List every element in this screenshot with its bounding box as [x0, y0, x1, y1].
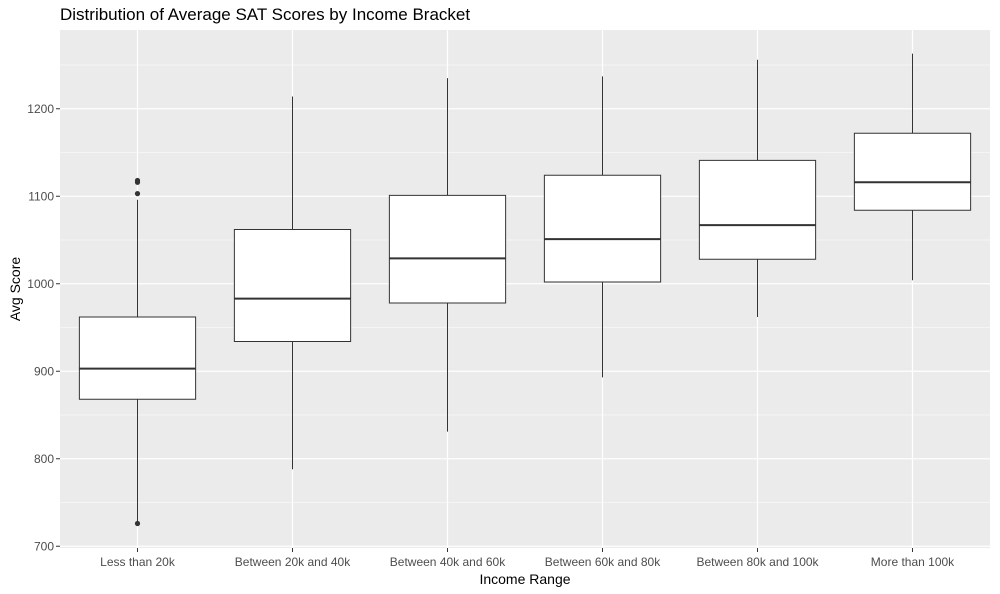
box-iqr [543, 174, 662, 283]
x-tick-label: Between 60k and 80k [545, 555, 661, 569]
y-tick-label: 700 [34, 539, 54, 553]
x-axis-title: Income Range [479, 571, 570, 587]
y-tick-label: 1200 [27, 102, 54, 116]
x-tick-label: Between 40k and 60k [390, 555, 506, 569]
box-iqr [698, 159, 817, 260]
box-iqr [388, 194, 507, 304]
chart-title: Distribution of Average SAT Scores by In… [60, 5, 471, 24]
y-tick-label: 900 [34, 364, 54, 378]
outlier-point [134, 177, 141, 184]
plot-panel [60, 30, 990, 548]
outlier-point [134, 520, 141, 527]
outlier-point [134, 191, 141, 197]
x-tick-label: More than 100k [871, 555, 955, 569]
x-tick-label: Between 80k and 100k [696, 555, 819, 569]
box-iqr [233, 229, 352, 342]
y-tick-label: 800 [34, 452, 54, 466]
x-tick-label: Less than 20k [100, 555, 176, 569]
box-iqr [853, 132, 972, 211]
y-tick-label: 1100 [28, 189, 54, 203]
x-tick-label: Between 20k and 40k [235, 555, 351, 569]
box-iqr [78, 316, 197, 400]
y-axis-title: Avg Score [7, 257, 23, 322]
y-tick-label: 1000 [27, 277, 54, 291]
